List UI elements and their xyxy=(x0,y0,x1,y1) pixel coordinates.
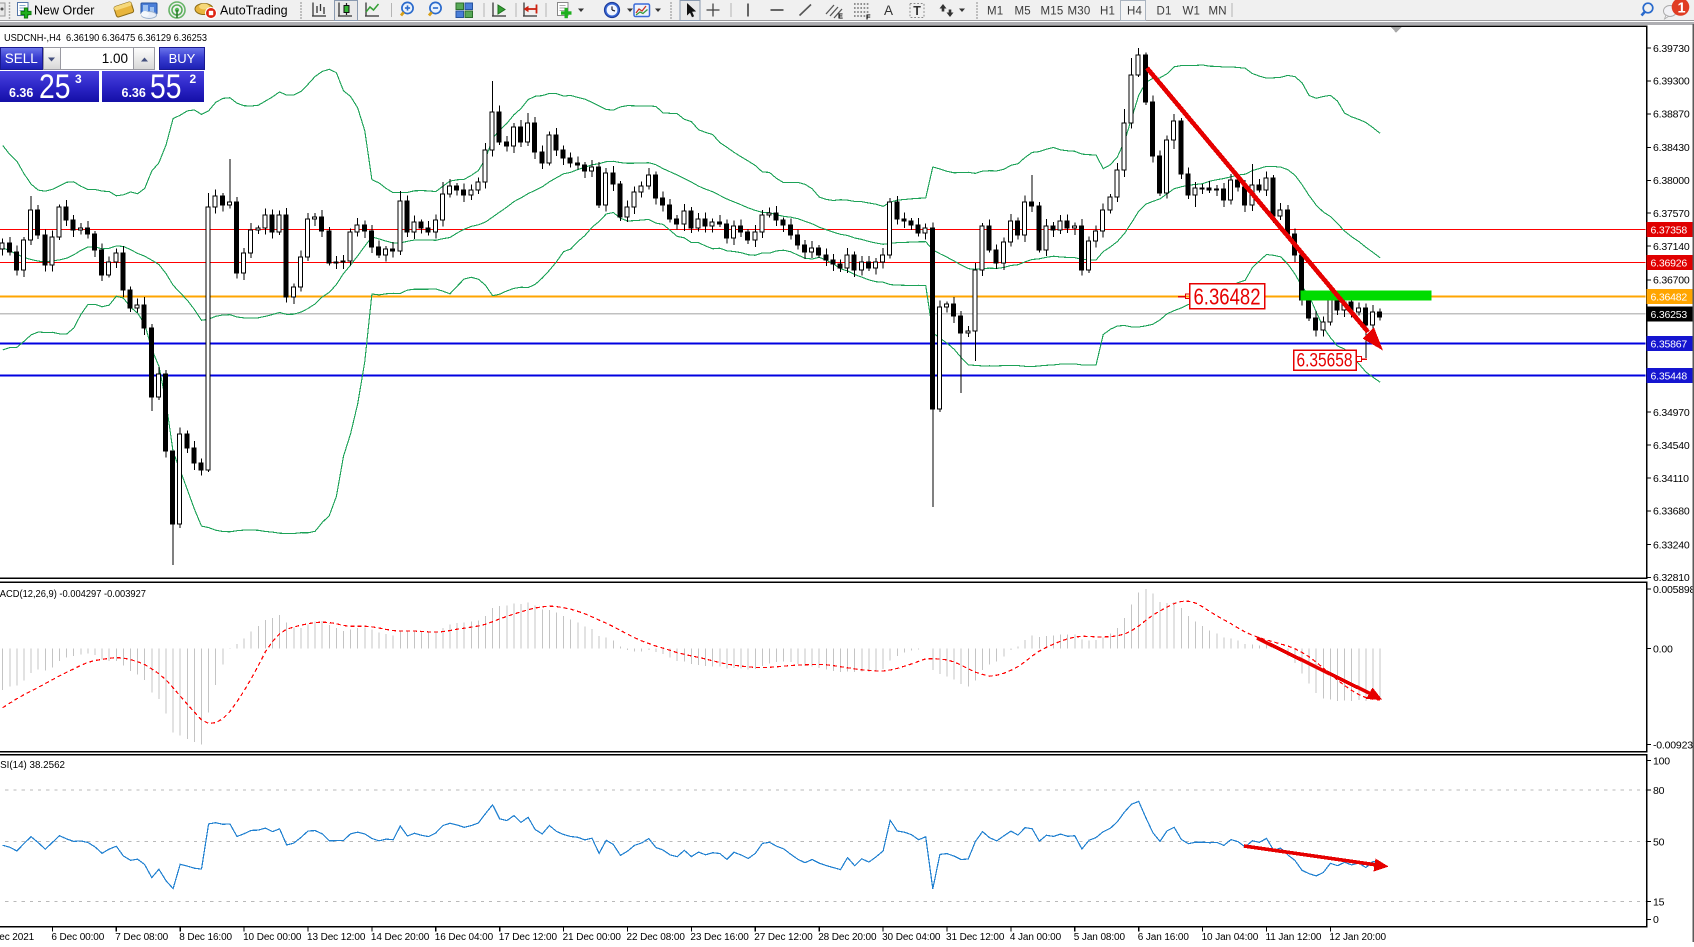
svg-text:A: A xyxy=(884,3,893,18)
svg-text:MACD(12,26,9) -0.004297 -0.003: MACD(12,26,9) -0.004297 -0.003927 xyxy=(0,588,146,600)
svg-text:6.36700: 6.36700 xyxy=(1653,275,1690,287)
svg-text:6 Dec 00:00: 6 Dec 00:00 xyxy=(51,932,104,942)
svg-text:7 Dec 08:00: 7 Dec 08:00 xyxy=(115,932,168,942)
svg-text:4 Jan 00:00: 4 Jan 00:00 xyxy=(1010,932,1062,942)
svg-text:6.35867: 6.35867 xyxy=(1651,338,1688,350)
svg-text:E: E xyxy=(838,12,843,21)
svg-text:12 Jan 20:00: 12 Jan 20:00 xyxy=(1329,932,1386,942)
svg-text:6 Jan 16:00: 6 Jan 16:00 xyxy=(1138,932,1190,942)
svg-text:3 Dec 2021: 3 Dec 2021 xyxy=(0,932,35,942)
svg-text:0.005898: 0.005898 xyxy=(1653,584,1694,596)
svg-text:6.37570: 6.37570 xyxy=(1653,208,1690,220)
svg-text:11 Jan 12:00: 11 Jan 12:00 xyxy=(1266,932,1322,942)
svg-text:H1: H1 xyxy=(1100,6,1115,18)
svg-text:6.36253: 6.36253 xyxy=(1651,309,1688,321)
svg-text:M1: M1 xyxy=(987,6,1003,18)
svg-text:31 Dec 12:00: 31 Dec 12:00 xyxy=(946,932,1005,942)
svg-text:6.37140: 6.37140 xyxy=(1653,241,1690,253)
svg-text:6.38870: 6.38870 xyxy=(1653,109,1690,121)
svg-text:21 Dec 00:00: 21 Dec 00:00 xyxy=(563,932,622,942)
svg-text:17 Dec 12:00: 17 Dec 12:00 xyxy=(499,932,558,942)
svg-text:30 Dec 04:00: 30 Dec 04:00 xyxy=(882,932,941,942)
svg-text:15: 15 xyxy=(1653,896,1665,908)
svg-text:6.34970: 6.34970 xyxy=(1653,407,1690,419)
svg-text:6.33240: 6.33240 xyxy=(1653,539,1690,551)
svg-text:M30: M30 xyxy=(1068,6,1091,18)
svg-text:28 Dec 20:00: 28 Dec 20:00 xyxy=(818,932,877,942)
svg-text:6.38000: 6.38000 xyxy=(1653,175,1690,187)
svg-text:6.34110: 6.34110 xyxy=(1653,473,1689,485)
svg-text:6.35448: 6.35448 xyxy=(1651,370,1688,382)
svg-text:0.00: 0.00 xyxy=(1653,643,1673,655)
svg-text:80: 80 xyxy=(1653,785,1665,797)
svg-text:10 Dec 00:00: 10 Dec 00:00 xyxy=(243,932,302,942)
svg-text:RSI(14) 38.2562: RSI(14) 38.2562 xyxy=(0,759,65,771)
svg-text:100: 100 xyxy=(1653,755,1670,767)
svg-text:6.32810: 6.32810 xyxy=(1653,572,1690,584)
svg-text:New Order: New Order xyxy=(34,4,94,18)
svg-text:23 Dec 16:00: 23 Dec 16:00 xyxy=(690,932,749,942)
svg-text:6.36482: 6.36482 xyxy=(1194,284,1261,310)
svg-text:13 Dec 12:00: 13 Dec 12:00 xyxy=(307,932,366,942)
svg-text:6.33680: 6.33680 xyxy=(1653,506,1690,518)
svg-text:AutoTrading: AutoTrading xyxy=(220,4,288,18)
svg-text:1: 1 xyxy=(1678,1,1686,17)
svg-text:H4: H4 xyxy=(1127,6,1143,18)
svg-text:6.35658: 6.35658 xyxy=(1297,351,1353,372)
svg-text:10 Jan 04:00: 10 Jan 04:00 xyxy=(1202,932,1259,942)
svg-text:W1: W1 xyxy=(1183,6,1201,18)
svg-text:14 Dec 20:00: 14 Dec 20:00 xyxy=(371,932,430,942)
svg-text:6.34540: 6.34540 xyxy=(1653,440,1690,452)
svg-text:T: T xyxy=(913,4,921,18)
svg-text:M15: M15 xyxy=(1041,6,1064,18)
svg-text:6.38430: 6.38430 xyxy=(1653,142,1690,154)
svg-text:F: F xyxy=(866,13,871,22)
svg-text:50: 50 xyxy=(1653,836,1665,848)
svg-text:27 Dec 12:00: 27 Dec 12:00 xyxy=(754,932,813,942)
svg-text:6.36926: 6.36926 xyxy=(1651,257,1688,269)
svg-text:16 Dec 04:00: 16 Dec 04:00 xyxy=(435,932,494,942)
svg-text:6.39730: 6.39730 xyxy=(1653,43,1690,55)
svg-text:D1: D1 xyxy=(1157,6,1172,18)
svg-text:0: 0 xyxy=(1653,914,1659,926)
svg-text:-0.009232: -0.009232 xyxy=(1653,739,1694,751)
svg-text:8 Dec 16:00: 8 Dec 16:00 xyxy=(179,932,232,942)
svg-text:22 Dec 08:00: 22 Dec 08:00 xyxy=(627,932,686,942)
svg-text:5 Jan 08:00: 5 Jan 08:00 xyxy=(1074,932,1126,942)
svg-text:M5: M5 xyxy=(1015,6,1031,18)
svg-text:MN: MN xyxy=(1209,6,1227,18)
svg-text:6.36482: 6.36482 xyxy=(1651,291,1688,303)
svg-text:USDCNH-,H4 6.36190 6.36475 6.: USDCNH-,H4 6.36190 6.36475 6.36129 6.362… xyxy=(4,32,207,44)
svg-text:6.37358: 6.37358 xyxy=(1651,224,1688,236)
svg-text:6.39300: 6.39300 xyxy=(1653,76,1690,88)
